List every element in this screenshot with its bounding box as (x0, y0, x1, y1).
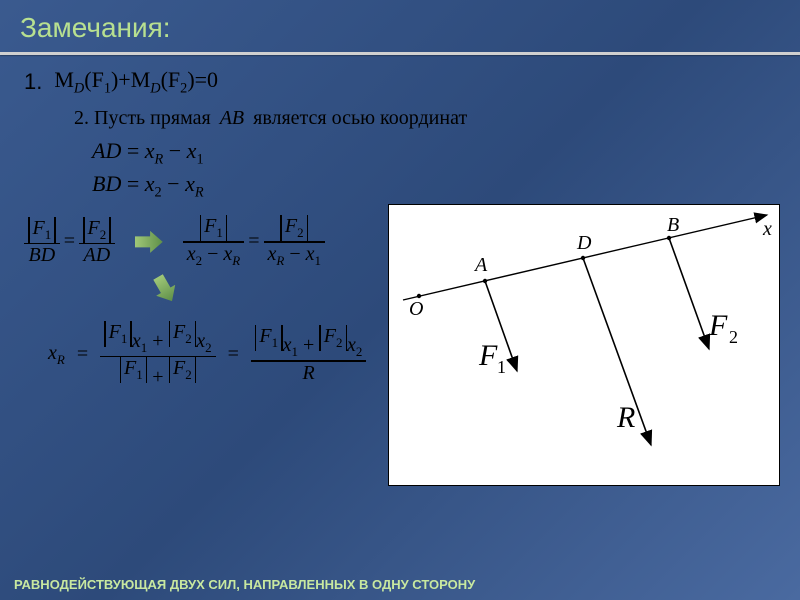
proportion-right: F1x2 − xR = F2xR − x1 (183, 215, 325, 269)
footer-caption: РАВНОДЕЙСТВУЮЩАЯ ДВУХ СИЛ, НАПРАВЛЕННЫХ … (14, 577, 475, 592)
force-diagram: x O A D B F 1 R F 2 (388, 204, 780, 486)
label-F1: F (478, 339, 498, 372)
proportion-left: F1BD = F2AD (24, 217, 115, 268)
bd-equation: BD = x2 − xR (92, 171, 776, 201)
remark-2-text2: является осью координат (253, 107, 467, 129)
page-title: Замечания: (0, 0, 800, 52)
remark-1: 1. MD(F1)+MD(F2)=0 (24, 67, 776, 97)
diagram-svg: x O A D B F 1 R F 2 (389, 205, 779, 485)
ad-equation: AD = xR − x1 (92, 138, 776, 168)
remark-2-number: 2. (74, 107, 89, 129)
segment-ab: AB (220, 107, 244, 129)
vector-F2 (669, 238, 709, 349)
label-A: A (473, 254, 488, 276)
label-F1-sub: 1 (497, 357, 506, 377)
remark-1-number: 1. (24, 69, 42, 95)
moment-equation: MD(F1)+MD(F2)=0 (54, 67, 218, 97)
label-O: O (409, 298, 423, 320)
label-x: x (762, 218, 772, 240)
arrow-down-icon (148, 271, 181, 306)
label-B: B (667, 214, 679, 236)
label-D: D (576, 232, 592, 254)
remark-2: 2. Пусть прямая AB является осью координ… (24, 107, 776, 130)
arrow-right-icon (135, 231, 163, 253)
label-F2: F (708, 309, 728, 342)
label-F2-sub: 2 (729, 327, 738, 347)
remark-2-text1: Пусть прямая (94, 107, 211, 129)
distance-equations: AD = xR − x1 BD = x2 − xR (24, 138, 776, 201)
label-R: R (616, 401, 635, 434)
